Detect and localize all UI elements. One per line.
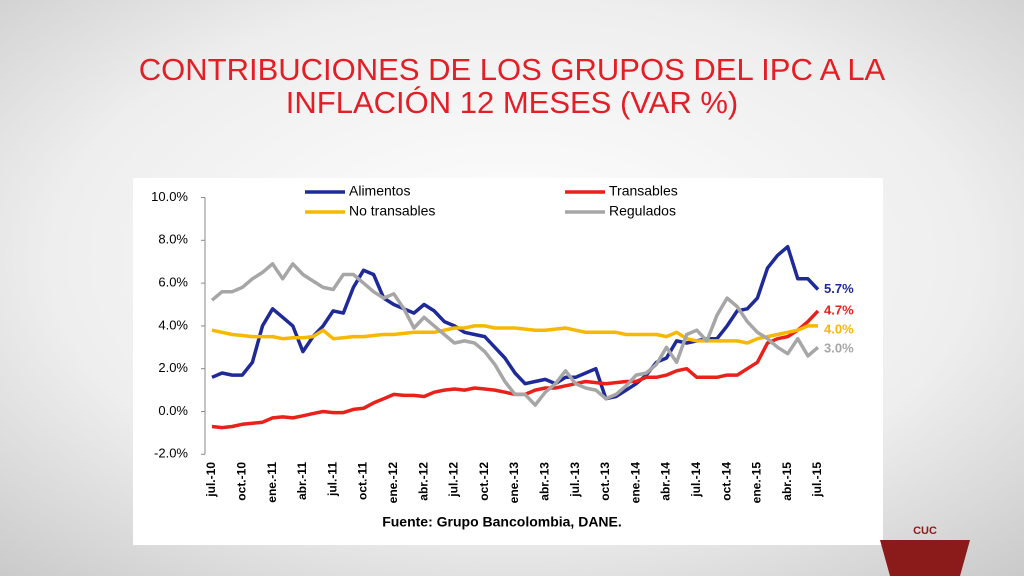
legend-label: No transables bbox=[349, 203, 435, 219]
x-tick-label: abr.-14 bbox=[659, 462, 673, 501]
legend-label: Transables bbox=[609, 183, 678, 199]
series-line bbox=[210, 262, 820, 407]
x-tick-label: ene.-15 bbox=[750, 462, 764, 504]
x-tick-label: ene.-13 bbox=[507, 462, 521, 504]
x-tick-label: abr.-13 bbox=[537, 462, 551, 501]
y-tick-label: -2.0% bbox=[154, 446, 188, 461]
legend-label: Alimentos bbox=[349, 183, 410, 199]
legend-label: Regulados bbox=[609, 203, 676, 219]
end-label: 4.7% bbox=[824, 302, 854, 317]
slide-title: INFLACIÓN 12 MESES (VAR %) bbox=[286, 85, 738, 120]
slide-title: CONTRIBUCIONES DE LOS GRUPOS DEL IPC A L… bbox=[139, 52, 886, 87]
end-label: 4.0% bbox=[824, 321, 854, 336]
x-tick-label: abr.-15 bbox=[780, 462, 794, 501]
logo-text: CUC bbox=[913, 525, 937, 537]
x-tick-label: oct.-10 bbox=[234, 462, 248, 501]
x-tick-label: oct.-14 bbox=[719, 462, 733, 501]
x-tick-label: jul.-15 bbox=[810, 462, 824, 498]
x-tick-label: jul.-14 bbox=[689, 462, 703, 498]
y-tick-label: 2.0% bbox=[158, 360, 188, 375]
x-tick-label: jul.-13 bbox=[568, 462, 582, 498]
logo: CUC bbox=[880, 525, 970, 576]
y-tick-label: 8.0% bbox=[158, 232, 188, 247]
end-label: 5.7% bbox=[824, 281, 854, 296]
x-tick-label: oct.-13 bbox=[598, 462, 612, 501]
x-tick-label: abr.-12 bbox=[416, 462, 430, 501]
x-tick-label: jul.-10 bbox=[204, 462, 218, 498]
x-tick-label: ene.-11 bbox=[265, 462, 279, 503]
x-tick-label: ene.-12 bbox=[386, 462, 400, 504]
series-line bbox=[211, 324, 818, 345]
y-tick-label: 6.0% bbox=[158, 275, 188, 290]
end-label: 3.0% bbox=[824, 340, 854, 355]
x-tick-label: oct.-12 bbox=[477, 462, 491, 501]
x-tick-label: jul.-12 bbox=[447, 462, 461, 498]
x-tick-label: jul.-11 bbox=[325, 462, 339, 497]
y-tick-label: 0.0% bbox=[158, 403, 188, 418]
y-tick-label: 10.0% bbox=[151, 189, 188, 204]
x-tick-label: abr.-11 bbox=[295, 462, 309, 500]
y-tick-label: 4.0% bbox=[158, 317, 188, 332]
x-tick-label: ene.-14 bbox=[628, 462, 642, 504]
x-tick-label: oct.-11 bbox=[356, 462, 370, 500]
logo-shield bbox=[880, 540, 970, 576]
source-note: Fuente: Grupo Bancolombia, DANE. bbox=[382, 514, 622, 530]
